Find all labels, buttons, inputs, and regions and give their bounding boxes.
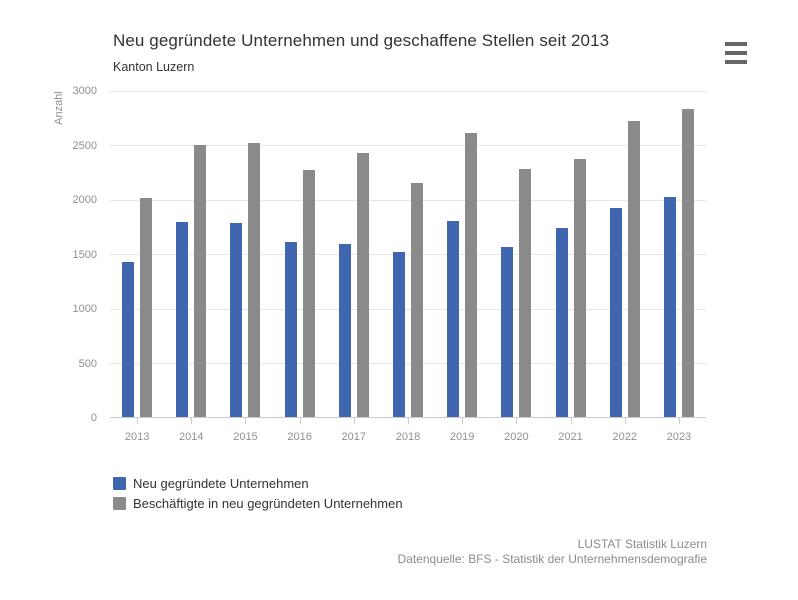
x-tick-2014 [191, 418, 193, 424]
bar-neu-gegruendete-2020[interactable] [501, 246, 514, 417]
bar-group-2022 [598, 91, 652, 417]
x-tick-2023 [678, 418, 680, 424]
bar-beschaeftigte-2021[interactable] [573, 158, 586, 417]
x-tick-2022 [624, 418, 626, 424]
gridline-3000 [110, 90, 706, 92]
legend-item-neu-gegruendete-unternehmen[interactable]: Neu gegründete Unternehmen [113, 476, 403, 491]
bar-neu-gegruendete-2022[interactable] [609, 208, 622, 417]
bar-group-2016 [273, 91, 327, 417]
gridline-500 [110, 363, 706, 364]
bar-beschaeftigte-2017[interactable] [356, 152, 369, 417]
x-tick-label-2021: 2021 [558, 431, 583, 443]
credits: LUSTAT Statistik Luzern Datenquelle: BFS… [398, 537, 708, 567]
legend-item-beschaeftigte[interactable]: Beschäftigte in neu gegründeten Unterneh… [113, 496, 403, 511]
plot-area [110, 90, 706, 418]
x-tick-2021 [570, 418, 572, 424]
legend-label: Beschäftigte in neu gegründeten Unterneh… [133, 496, 403, 511]
x-tick-label-2013: 2013 [124, 431, 150, 443]
chart-title: Neu gegründete Unternehmen und geschaffe… [113, 31, 610, 50]
legend-label: Neu gegründete Unternehmen [133, 476, 309, 491]
bar-neu-gegruendete-2019[interactable] [447, 220, 460, 417]
bar-neu-gegruendete-2015[interactable] [230, 222, 243, 417]
gridline-1500 [110, 254, 706, 255]
gridline-2500 [110, 145, 706, 146]
bar-neu-gegruendete-2018[interactable] [392, 251, 405, 417]
x-tick-2013 [137, 418, 139, 424]
bar-group-2021 [543, 91, 597, 417]
credits-source: Datenquelle: BFS - Statistik der Unterne… [397, 552, 708, 566]
bar-beschaeftigte-2019[interactable] [465, 133, 478, 417]
y-tick-label-1000: 1000 [72, 303, 97, 315]
bar-beschaeftigte-2016[interactable] [302, 169, 315, 417]
y-axis-labels: 0 500 1000 1500 2000 2500 3000 [0, 85, 97, 424]
y-tick-label-0: 0 [90, 412, 97, 424]
bar-neu-gegruendete-2016[interactable] [284, 242, 297, 417]
bar-beschaeftigte-2013[interactable] [140, 197, 153, 417]
bar-neu-gegruendete-2021[interactable] [555, 227, 568, 417]
y-tick-label-500: 500 [78, 357, 97, 370]
x-tick-2015 [245, 418, 247, 424]
bar-group-2020 [489, 91, 543, 417]
bar-beschaeftigte-2020[interactable] [519, 169, 532, 417]
x-tick-label-2014: 2014 [179, 431, 204, 443]
bar-beschaeftigte-2018[interactable] [410, 182, 423, 417]
bar-group-2015 [218, 91, 272, 417]
x-tick-2016 [299, 418, 301, 424]
bar-group-2023 [652, 91, 706, 417]
chart-subtitle: Kanton Luzern [113, 60, 195, 74]
legend: Neu gegründete Unternehmen Beschäftigte i… [113, 476, 403, 511]
bar-neu-gegruendete-2013[interactable] [122, 261, 135, 417]
bar-neu-gegruendete-2023[interactable] [663, 196, 676, 417]
legend-marker-icon [113, 477, 126, 490]
gridline-2000 [110, 199, 706, 201]
bar-group-2014 [164, 91, 218, 417]
x-tick-2017 [353, 418, 355, 424]
bar-neu-gegruendete-2017[interactable] [338, 244, 351, 417]
x-tick-2019 [462, 418, 464, 424]
x-tick-label-2023: 2023 [666, 431, 692, 443]
gridline-1000 [110, 308, 706, 310]
bar-group-2018 [381, 91, 435, 417]
x-tick-label-2017: 2017 [341, 431, 367, 443]
context-menu-button[interactable] [723, 40, 749, 66]
x-tick-2018 [408, 418, 409, 424]
bar-beschaeftigte-2023[interactable] [681, 108, 694, 417]
credits-brand: LUSTAT Statistik Luzern [577, 537, 707, 551]
bar-group-2019 [435, 91, 489, 417]
hamburger-icon [725, 42, 747, 46]
bar-beschaeftigte-2022[interactable] [627, 121, 640, 417]
bar-group-2017 [327, 91, 381, 417]
y-tick-label-2500: 2500 [72, 139, 97, 152]
x-tick-label-2022: 2022 [612, 431, 637, 443]
x-tick-label-2016: 2016 [287, 431, 312, 443]
y-tick-label-3000: 3000 [72, 85, 97, 97]
x-tick-label-2020: 2020 [504, 431, 529, 443]
bar-beschaeftigte-2014[interactable] [194, 144, 207, 417]
x-tick-2020 [516, 418, 518, 424]
bar-group-2013 [110, 91, 164, 417]
x-tick-label-2019: 2019 [449, 431, 475, 443]
y-tick-label-1500: 1500 [72, 248, 97, 261]
bar-beschaeftigte-2015[interactable] [248, 143, 261, 417]
x-tick-label-2018: 2018 [395, 431, 421, 443]
x-axis: 2013 2014 2015 2016 2017 2018 2019 2020 2021 2022… [110, 418, 706, 448]
x-tick-label-2015: 2015 [233, 431, 258, 443]
bar-neu-gegruendete-2014[interactable] [176, 221, 189, 417]
y-tick-label-2000: 2000 [72, 194, 97, 206]
legend-marker-icon [113, 497, 126, 510]
